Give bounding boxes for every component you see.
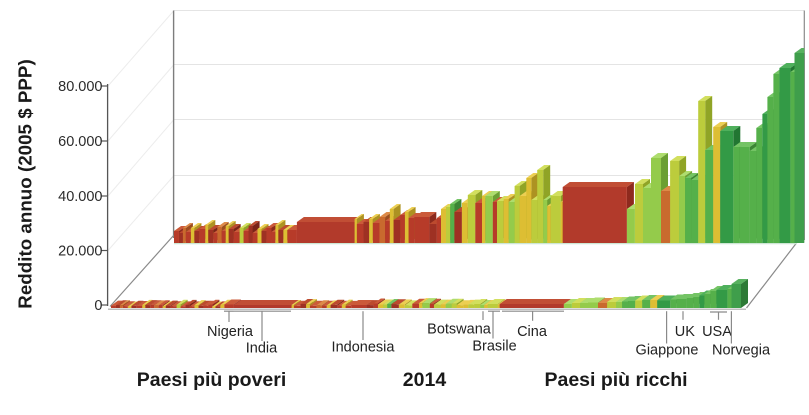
svg-text:India: India xyxy=(246,341,278,357)
svg-text:Indonesia: Indonesia xyxy=(332,340,396,356)
svg-text:20.000: 20.000 xyxy=(58,244,102,260)
svg-text:Brasile: Brasile xyxy=(472,339,516,355)
svg-text:Paesi più ricchi: Paesi più ricchi xyxy=(544,369,687,391)
svg-text:Norvegia: Norvegia xyxy=(712,343,771,359)
svg-text:Cina: Cina xyxy=(517,324,548,340)
svg-text:Reddito annuo (2005 $ PPP): Reddito annuo (2005 $ PPP) xyxy=(15,59,36,308)
svg-text:UK: UK xyxy=(675,324,695,340)
svg-text:Nigeria: Nigeria xyxy=(207,324,254,340)
svg-text:Botswana: Botswana xyxy=(427,322,492,338)
svg-text:Giappone: Giappone xyxy=(636,343,699,359)
svg-text:0: 0 xyxy=(94,298,102,314)
svg-text:USA: USA xyxy=(702,324,732,340)
svg-text:40.000: 40.000 xyxy=(58,189,102,205)
svg-text:Paesi più poveri: Paesi più poveri xyxy=(137,369,287,391)
svg-text:60.000: 60.000 xyxy=(58,134,102,150)
svg-text:80.000: 80.000 xyxy=(58,79,102,95)
svg-text:2014: 2014 xyxy=(403,369,447,391)
